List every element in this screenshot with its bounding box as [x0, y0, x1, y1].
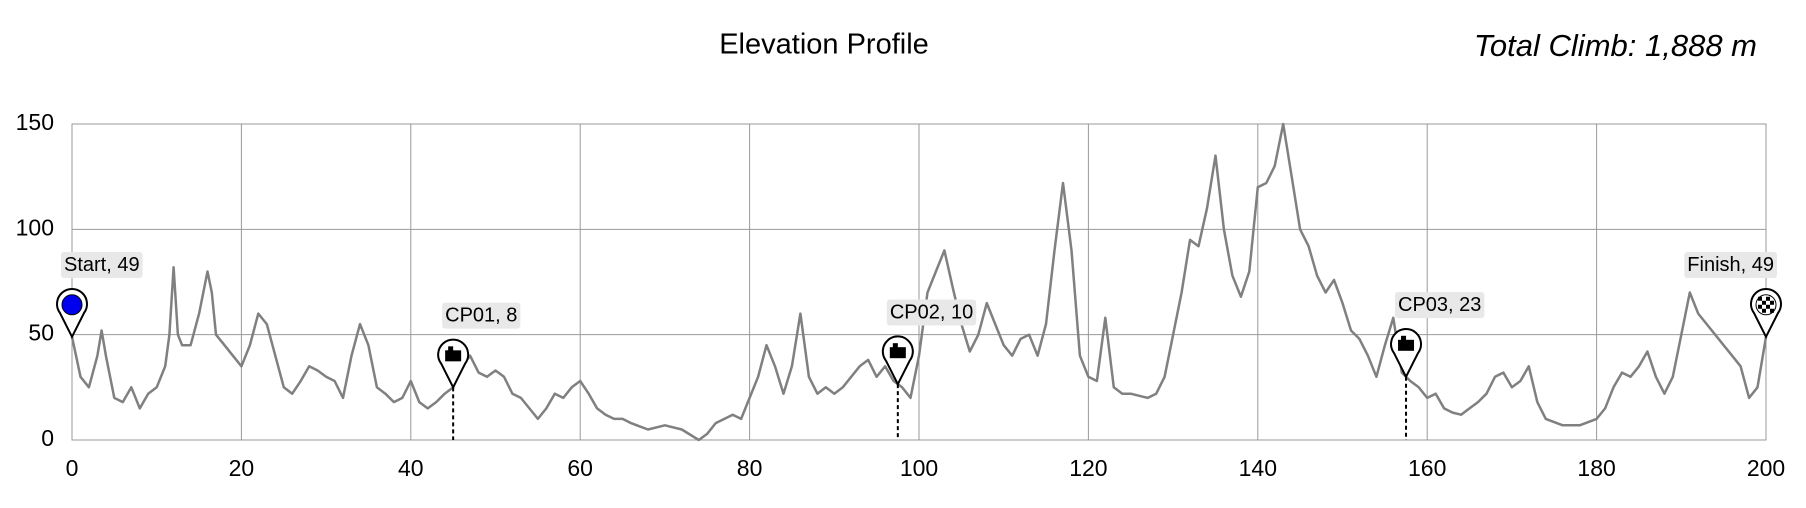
marker: Finish, 49 — [1684, 252, 1782, 339]
marker-label-bg — [442, 302, 521, 329]
finish-check — [1762, 308, 1766, 313]
x-tick-label: 0 — [66, 455, 79, 481]
marker-label: CP03, 23 — [1398, 294, 1481, 316]
cp-icon — [1398, 339, 1415, 351]
marker: Start, 49 — [56, 252, 143, 339]
cp-icon-top — [448, 346, 454, 352]
x-tick-label: 140 — [1239, 455, 1277, 481]
x-tick-label: 160 — [1408, 455, 1446, 481]
marker-label-bg — [1684, 252, 1777, 279]
finish-check — [1766, 296, 1770, 301]
chart-title: Elevation Profile — [719, 29, 929, 61]
finish-check — [1770, 308, 1774, 313]
x-tick-label: 120 — [1069, 455, 1107, 481]
elevation-line — [70, 122, 1768, 442]
cp-icon — [889, 347, 906, 359]
marker-pin — [437, 338, 470, 390]
x-tick-label: 200 — [1747, 455, 1785, 481]
finish-check — [1762, 300, 1766, 305]
cp-icon-top — [892, 343, 898, 349]
cp-icon-top — [1401, 335, 1407, 341]
finish-check — [1758, 296, 1762, 301]
cp-icon — [445, 350, 462, 362]
x-tick-label: 40 — [398, 455, 424, 481]
start-icon — [61, 294, 83, 316]
marker-label-bg — [886, 299, 977, 326]
y-tick-label: 0 — [41, 425, 54, 451]
y-tick-label: 150 — [16, 109, 54, 135]
marker-label: CP02, 10 — [890, 301, 973, 323]
marker-label: CP01, 8 — [445, 305, 517, 327]
marker: CP01, 8 — [437, 302, 521, 440]
x-tick-label: 60 — [567, 455, 593, 481]
marker-pin — [1390, 328, 1423, 380]
finish-check — [1758, 304, 1762, 309]
x-tick-label: 100 — [900, 455, 938, 481]
marker-label-bg — [1395, 292, 1485, 319]
x-tick-label: 20 — [229, 455, 255, 481]
finish-check — [1770, 300, 1774, 305]
marker: CP02, 10 — [881, 299, 977, 440]
marker-label: Start, 49 — [64, 254, 140, 276]
x-tick-label: 180 — [1577, 455, 1615, 481]
finish-check — [1766, 304, 1770, 309]
marker-label: Finish, 49 — [1687, 254, 1774, 276]
marker: CP03, 23 — [1390, 292, 1485, 440]
x-tick-label: 80 — [737, 455, 763, 481]
y-tick-label: 100 — [16, 214, 54, 240]
marker-label-bg — [61, 252, 143, 279]
total-climb: Total Climb: 1,888 m — [1474, 28, 1757, 63]
y-tick-label: 50 — [28, 320, 54, 346]
